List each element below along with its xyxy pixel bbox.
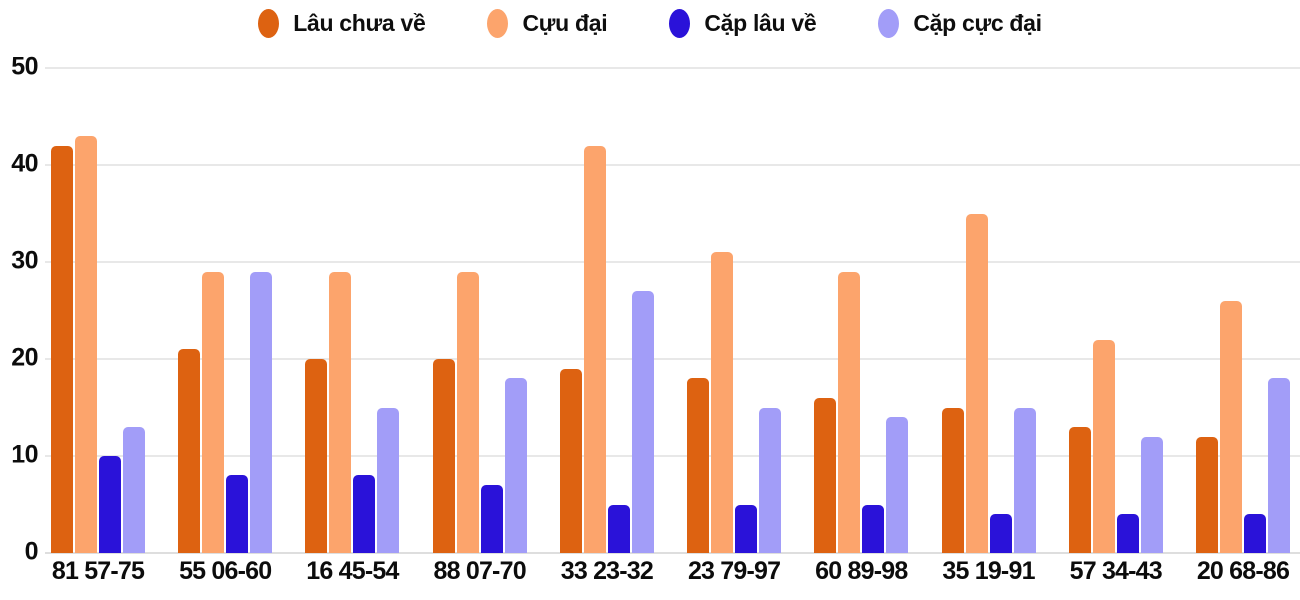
legend-item: Cặp cực đại <box>878 8 1042 38</box>
legend-marker-icon <box>258 8 280 38</box>
bar <box>1243 514 1266 553</box>
bar <box>1219 300 1242 553</box>
bar <box>1013 407 1036 553</box>
bar <box>1116 514 1139 553</box>
bar <box>305 359 328 553</box>
bar <box>329 271 352 553</box>
legend-label: Cựu đại <box>522 9 608 36</box>
legend-item: Cựu đại <box>487 8 608 38</box>
bar-group <box>432 68 527 553</box>
grid-line <box>45 552 1300 554</box>
bar <box>99 456 121 553</box>
bar <box>711 252 734 553</box>
grid-line <box>45 455 1300 457</box>
bar-group <box>305 68 400 553</box>
bar <box>941 407 964 553</box>
bar <box>862 504 885 553</box>
y-axis-tick-label: 50 <box>11 52 38 81</box>
bar <box>759 407 782 553</box>
y-axis-tick-label: 0 <box>24 537 39 566</box>
bar <box>456 271 479 553</box>
legend-marker-icon <box>487 8 509 38</box>
x-axis-category-label: 88 07-70 <box>433 557 527 585</box>
bar <box>583 145 606 553</box>
bar <box>123 426 145 553</box>
bar <box>607 504 630 553</box>
bar-group <box>1068 68 1163 553</box>
bar <box>814 397 837 553</box>
grid-line <box>45 67 1300 69</box>
bar <box>504 378 527 553</box>
legend-label: Cặp cực đại <box>913 9 1042 36</box>
bar <box>75 135 97 553</box>
legend-item: Lâu chưa về <box>258 8 426 38</box>
bar <box>1267 378 1290 553</box>
x-axis-category-label: 16 45-54 <box>306 557 399 585</box>
grid-line <box>45 164 1300 166</box>
bar <box>559 368 582 553</box>
legend-marker-icon <box>669 8 691 38</box>
x-axis-category-label: 23 79-97 <box>687 557 781 585</box>
bar <box>178 349 201 553</box>
grid-line <box>45 358 1300 360</box>
x-axis-category-label: 81 57-75 <box>51 557 145 585</box>
bar <box>989 514 1012 553</box>
bar-group <box>814 68 909 553</box>
x-axis-category-label: 55 06-60 <box>179 557 272 585</box>
bar-group <box>687 68 782 553</box>
bar <box>480 485 503 553</box>
bar <box>202 271 225 553</box>
bar <box>51 145 73 553</box>
bar <box>965 213 988 553</box>
legend-marker-icon <box>878 8 900 38</box>
y-axis-tick-label: 20 <box>11 343 38 372</box>
x-axis-category-label: 60 89-98 <box>815 557 908 585</box>
x-axis-category-label: 20 68-86 <box>1196 557 1290 585</box>
x-axis-category-label: 33 23-32 <box>560 557 654 585</box>
bar <box>838 271 861 553</box>
legend-item: Cặp lâu về <box>669 8 817 38</box>
bar-group <box>559 68 654 553</box>
chart-legend: Lâu chưa về Cựu đại Cặp lâu về Cặp cực đại <box>0 2 1300 44</box>
x-axis-category-label: 35 19-91 <box>942 557 1035 585</box>
x-axis: 81 57-75 55 06-60 16 45-54 88 07-70 33 23-32… <box>45 557 1300 586</box>
y-axis-tick-label: 10 <box>11 440 38 469</box>
bar <box>1195 436 1218 553</box>
bar <box>687 378 710 553</box>
legend-label: Cặp lâu về <box>704 9 817 36</box>
y-axis-tick-label: 30 <box>11 246 38 275</box>
bar <box>1068 426 1091 553</box>
bar-groups <box>45 68 1300 553</box>
bar <box>1092 339 1115 553</box>
bar-group <box>1195 68 1290 553</box>
bar <box>432 359 455 553</box>
bar <box>631 291 654 553</box>
bar <box>735 504 758 553</box>
bar-group <box>941 68 1036 553</box>
x-axis-category-label: 57 34-43 <box>1069 557 1163 585</box>
bar <box>886 417 909 553</box>
bar <box>1140 436 1163 553</box>
bar <box>377 407 400 553</box>
bar <box>226 475 249 553</box>
grid-line <box>45 261 1300 263</box>
legend-label: Lâu chưa về <box>293 9 426 36</box>
bar-group <box>178 68 273 553</box>
bar-group <box>51 68 145 553</box>
bar <box>353 475 376 553</box>
bar <box>250 271 273 553</box>
y-axis-tick-label: 40 <box>11 149 38 178</box>
